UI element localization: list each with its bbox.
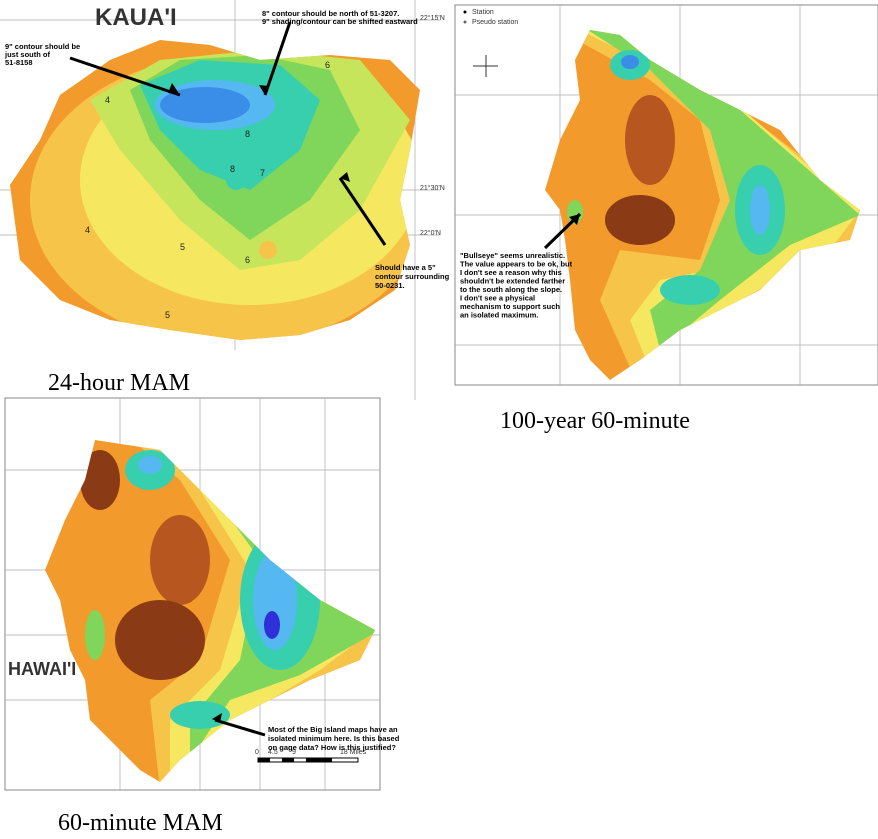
contour-fill [0, 0, 440, 350]
scale-bar [258, 758, 358, 762]
annotation-arrow [215, 720, 265, 735]
annotation-text: 51-8158 [5, 58, 33, 67]
contour-label: 4 [105, 95, 110, 105]
map-title: HAWAI'I [8, 659, 76, 679]
annotation-text: Most of the Big Island maps have an [268, 725, 398, 734]
annotation-text: an isolated maximum. [460, 311, 538, 320]
legend-symbol [464, 11, 467, 14]
legend-label: Station [472, 9, 494, 16]
contour-label: 6 [325, 60, 330, 70]
contour-label: 4 [85, 225, 90, 235]
contour-label: 5 [165, 310, 170, 320]
hawaii-map-60min: HAWAI'I 60-minute MAM [5, 398, 380, 836]
legend-symbol [464, 21, 467, 24]
caption: 100-year 60-minute [500, 408, 690, 434]
annotation-text: contour surrounding [375, 272, 450, 281]
contour-fill [540, 20, 878, 390]
scale-label: 0 [255, 749, 259, 756]
contour-label: 7 [260, 168, 265, 178]
contour-label: 6 [245, 255, 250, 265]
latitude-label: 22°0'N [420, 229, 441, 237]
contour-label: 8 [230, 164, 235, 174]
hawaii-map-100yr: 100-year 60-minute [455, 5, 878, 434]
annotation-text: 9" shading/contour can be shifted eastwa… [262, 17, 418, 26]
caption: 24-hour MAM [48, 370, 190, 396]
annotation-text: isolated minimum here. Is this based [268, 734, 400, 743]
contour-label: 5 [180, 242, 185, 252]
annotation-text: Should have a 5" [375, 263, 436, 272]
map-title: KAUA'I [95, 4, 177, 31]
latitude-label: 21°30'N [420, 184, 445, 192]
compass [473, 55, 498, 77]
latitude-label: 22°15'N [420, 14, 445, 22]
legend-label: Pseudo station [472, 19, 518, 26]
annotation-text: on gage data? How is this justified? [268, 743, 396, 752]
kauai-map: KAUA'I 24-hour MAM [0, 0, 440, 400]
caption: 60-minute MAM [58, 810, 223, 836]
page: KAUA'I 24-hour MAM 100-year 60-min [0, 0, 878, 839]
annotation-text: 50-0231. [375, 281, 405, 290]
contour-label: 8 [245, 129, 250, 139]
